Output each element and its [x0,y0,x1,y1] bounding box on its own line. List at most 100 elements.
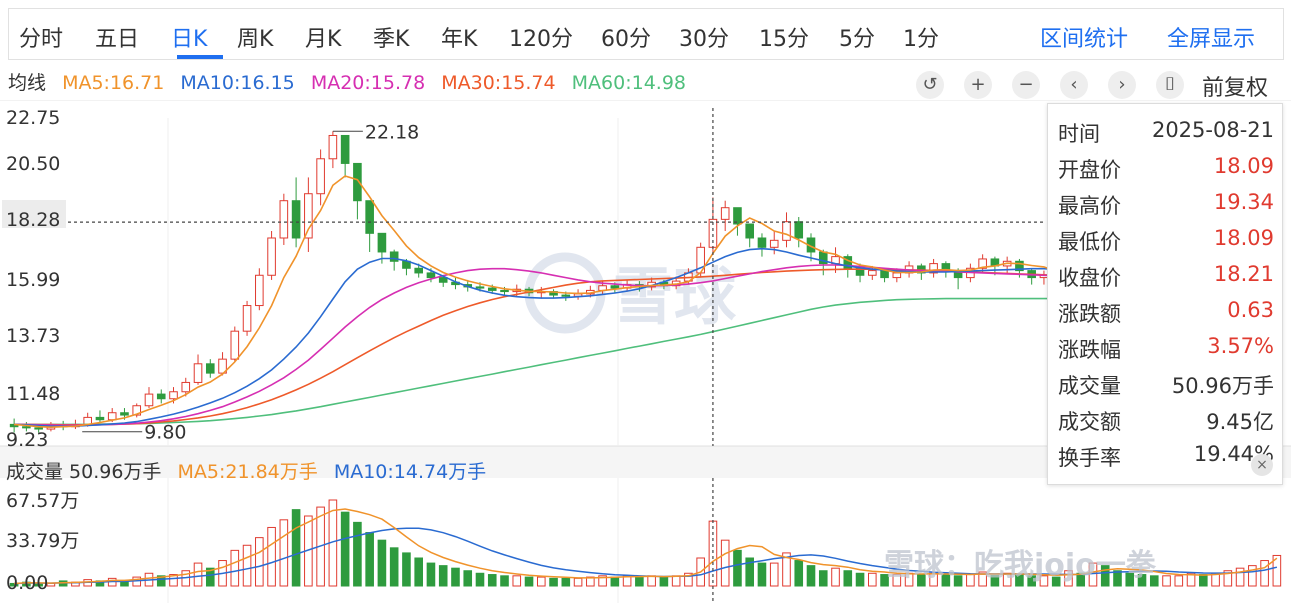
candle-body[interactable] [892,272,902,279]
volume-bar[interactable] [745,557,755,587]
volume-bar[interactable] [230,549,240,587]
volume-bar[interactable] [291,509,301,587]
candle-body[interactable] [181,381,191,393]
candle-body[interactable] [120,412,129,416]
candle-body[interactable] [169,391,178,400]
tab-5min[interactable]: 5分 [839,27,875,52]
chevron-right-icon[interactable]: › [1108,71,1136,99]
volume-bar[interactable] [818,570,828,587]
volume-bar[interactable] [561,577,571,587]
volume-bar[interactable] [1162,575,1171,587]
candle-body[interactable] [733,207,742,225]
candle-body[interactable] [929,263,938,274]
candle-body[interactable] [745,223,755,239]
volume-bar[interactable] [451,567,460,587]
volume-bar[interactable] [156,575,166,587]
candle-body[interactable] [34,427,43,430]
volume-bar[interactable] [1113,570,1122,587]
volume-bar[interactable] [1248,565,1257,587]
tab-year-k[interactable]: 年K [441,27,478,52]
candle-body[interactable] [389,251,399,262]
volume-bar[interactable] [733,549,742,587]
volume-bar[interactable] [1272,554,1282,587]
volume-bar[interactable] [868,572,877,587]
candle-body[interactable] [978,258,987,269]
candle-body[interactable] [880,270,889,279]
volume-bar[interactable] [463,570,473,587]
candle-body[interactable] [242,305,252,332]
candle-body[interactable] [438,277,448,283]
adjust-mode-select[interactable]: 前复权 [1202,76,1269,101]
volume-bar[interactable] [340,511,350,587]
volume-bar[interactable] [610,576,620,587]
interval-stats-link[interactable]: 区间统计 [1040,27,1129,52]
volume-bar[interactable] [536,576,546,587]
candle-body[interactable] [769,239,779,248]
candle-body[interactable] [610,285,620,289]
volume-bar[interactable] [769,562,779,587]
candle-body[interactable] [794,221,804,239]
zoom-in-icon[interactable]: + [964,71,992,99]
volume-bar[interactable] [635,576,644,587]
volume-bar[interactable] [267,526,276,587]
volume-bar[interactable] [953,575,963,587]
volume-bar[interactable] [1174,575,1184,587]
volume-bar[interactable] [353,521,362,587]
candle-body[interactable] [561,294,571,297]
candle-body[interactable] [757,237,767,248]
volume-bar[interactable] [1235,567,1245,587]
volume-bar[interactable] [647,575,656,587]
candle-body[interactable] [868,270,877,276]
candle-body[interactable] [156,393,166,400]
volume-bar[interactable] [279,519,289,587]
volume-bar[interactable] [169,574,178,587]
volume-bar[interactable] [598,575,607,587]
volume-bar[interactable] [1125,572,1135,587]
candle-body[interactable] [487,287,497,291]
tab-month-k[interactable]: 月K [305,27,342,52]
candle-body[interactable] [316,158,325,195]
candlestick-icon[interactable]: ⌷ [1156,71,1184,99]
volume-bar[interactable] [671,575,681,587]
tab-wuri[interactable]: 五日 [95,27,140,52]
candle-body[interactable] [353,162,362,202]
candle-body[interactable] [95,416,105,421]
volume-bar[interactable] [659,576,669,587]
candle-body[interactable] [377,232,387,253]
volume-bar[interactable] [205,567,215,587]
volume-bar[interactable] [1027,575,1036,587]
candle-body[interactable] [205,363,215,374]
candle-body[interactable] [720,207,730,220]
candle-body[interactable] [365,200,374,234]
volume-bar[interactable] [843,570,853,587]
reset-icon[interactable]: ↺ [916,71,944,99]
candle-body[interactable] [328,134,338,160]
candle-body[interactable] [340,134,350,164]
volume-bar[interactable] [389,547,399,587]
volume-bar[interactable] [1137,574,1147,587]
volume-bar[interactable] [892,574,902,587]
candle-body[interactable] [475,286,485,289]
tab-day-k[interactable]: 日K [171,27,208,52]
tab-fenshi[interactable]: 分时 [19,27,64,52]
zoom-out-icon[interactable]: − [1012,71,1040,99]
volume-bar[interactable] [573,577,583,587]
volume-bar[interactable] [1260,560,1269,587]
volume-bar[interactable] [193,562,203,587]
candle-body[interactable] [782,221,791,241]
volume-bar[interactable] [426,562,436,587]
volume-bar[interactable] [255,537,264,587]
volume-bar[interactable] [549,577,558,587]
tab-30min[interactable]: 30分 [679,27,729,52]
volume-bar[interactable] [806,565,816,587]
volume-bar[interactable] [1076,572,1086,587]
volume-bar[interactable] [1186,572,1196,587]
candle-body[interactable] [193,363,203,383]
volume-bar[interactable] [414,557,423,587]
candle-body[interactable] [304,193,313,239]
candle-body[interactable] [22,426,31,429]
volume-bar[interactable] [684,572,693,587]
candle-body[interactable] [426,272,436,279]
volume-bar[interactable] [438,565,448,587]
tab-15min[interactable]: 15分 [759,27,809,52]
